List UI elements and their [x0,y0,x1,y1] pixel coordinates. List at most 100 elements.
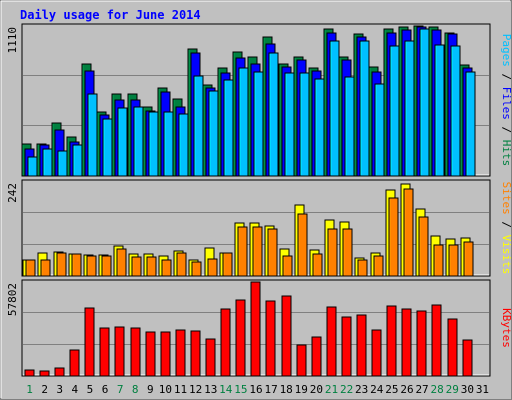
mid-bar-sites-day-9 [146,256,157,277]
x-tick-label-day-15: 15 [234,383,247,396]
mid-bar-sites-day-27 [418,216,429,277]
bot-bar-kbytes-day-13 [205,338,216,377]
x-tick-label-day-16: 16 [249,383,262,396]
mid-bar-sites-day-23 [357,259,368,277]
mid-legend-part-2: Visits [500,235,512,275]
mid-max-label: 242 [6,183,19,203]
mid-bar-sites-day-24 [373,255,384,277]
mid-bar-sites-day-17 [267,228,278,277]
bot-bar-kbytes-day-11 [175,329,186,377]
mid-bar-sites-day-16 [252,226,263,277]
bot-bar-kbytes-day-2 [39,370,50,377]
bot-legend-part-0: KBytes [500,308,512,348]
bot-bar-kbytes-day-6 [99,327,110,377]
x-axis-labels: 1 2 3 4 5 6 7 8 9 10 11 12 13 14 15 16 17 18 19 20 21 22 23 24 2… [26,383,489,396]
x-tick-label-day-22: 22 [340,383,353,396]
bot-bar-kbytes-day-15 [235,299,246,377]
x-tick-label-day-10: 10 [159,383,172,396]
bot-legend-label: KBytes [500,308,512,348]
top-legend-part-0: Pages [500,34,512,67]
top-bar-pages-day-7 [117,107,128,177]
x-tick-label-day-23: 23 [355,383,368,396]
x-tick-label-day-26: 26 [400,383,413,396]
bot-bar-kbytes-day-7 [114,326,125,377]
x-tick-label-day-20: 20 [310,383,323,396]
mid-legend-part-1: / [500,215,512,235]
x-tick-label-day-13: 13 [204,383,217,396]
bot-bar-kbytes-day-28 [431,304,442,377]
x-tick-label-day-21: 21 [325,383,338,396]
top-legend-part-1: / [500,67,512,87]
x-tick-label-day-31: 31 [476,383,489,396]
mid-legend-label: Sites / Visits [500,182,512,275]
bot-bar-kbytes-day-18 [281,295,292,377]
mid-bar-sites-day-6 [101,255,112,277]
mid-bar-sites-day-11 [176,252,187,277]
bot-bar-kbytes-day-22 [341,316,352,377]
x-tick-label-day-24: 24 [370,383,384,396]
bot-bar-kbytes-day-1 [24,369,35,377]
bot-panel: 57802 KBytes [6,279,512,377]
x-tick-label-day-28: 28 [431,383,444,396]
mid-bar-sites-day-29 [448,244,459,277]
bot-bar-kbytes-day-30 [462,339,473,377]
mid-legend-part-0: Sites [500,182,512,215]
x-tick-label-day-14: 14 [219,383,233,396]
bot-bar-kbytes-day-19 [296,344,307,377]
x-tick-label-day-29: 29 [446,383,459,396]
bot-bar-kbytes-day-5 [84,307,95,377]
top-bar-pages-day-30 [465,71,476,177]
x-tick-label-day-7: 7 [117,383,124,396]
mid-bar-sites-day-28 [433,244,444,277]
chart-title: Daily usage for June 2014 [20,8,201,22]
x-tick-label-day-11: 11 [174,383,187,396]
bot-bar-kbytes-day-10 [160,331,171,377]
chart-panels: 1110 Pages / Files / Hits 242 Sites / Visit… [6,23,512,377]
mid-bar-sites-day-21 [327,228,338,277]
x-tick-label-day-4: 4 [72,383,79,396]
bot-bar-kbytes-day-29 [447,318,458,377]
x-tick-label-day-5: 5 [87,383,94,396]
top-legend-part-2: Files [500,87,512,120]
x-tick-label-day-8: 8 [132,383,139,396]
bot-bar-kbytes-day-3 [54,367,65,377]
mid-bar-sites-day-14 [222,252,233,277]
mid-bar-sites-day-20 [312,253,323,277]
top-bar-pages-day-17 [268,52,279,177]
bot-bar-kbytes-day-12 [190,330,201,377]
x-tick-label-day-9: 9 [147,383,154,396]
x-tick-label-day-12: 12 [189,383,202,396]
top-panel: 1110 Pages / Files / Hits [6,23,512,177]
mid-bar-sites-day-3 [56,252,67,277]
top-legend-label: Pages / Files / Hits [500,34,512,167]
mid-bar-sites-day-15 [237,226,248,277]
x-tick-label-day-2: 2 [41,383,48,396]
x-tick-label-day-17: 17 [264,383,277,396]
bot-bar-kbytes-day-26 [401,308,412,377]
mid-bar-sites-day-19 [297,213,308,277]
top-max-label: 1110 [6,27,19,54]
bot-bar-kbytes-day-27 [416,310,427,377]
mid-bar-sites-day-8 [131,256,142,277]
x-tick-label-day-18: 18 [280,383,293,396]
bot-bar-kbytes-day-20 [311,336,322,377]
bot-bar-kbytes-day-4 [69,349,80,377]
top-legend-part-3: / [500,120,512,140]
bot-bar-kbytes-day-21 [326,306,337,377]
x-tick-label-day-1: 1 [26,383,33,396]
mid-bar-sites-day-22 [342,228,353,277]
mid-bar-sites-day-1 [25,259,36,277]
mid-bar-sites-day-10 [161,259,172,277]
x-tick-label-day-30: 30 [461,383,474,396]
mid-bar-sites-day-13 [207,258,218,277]
mid-bar-sites-day-4 [71,253,82,277]
bot-bar-kbytes-day-9 [145,331,156,377]
x-tick-label-day-25: 25 [385,383,398,396]
mid-bar-sites-day-25 [388,197,399,277]
x-tick-label-day-6: 6 [102,383,109,396]
mid-bar-sites-day-5 [86,255,97,277]
bot-bar-kbytes-day-23 [356,314,367,377]
mid-bar-sites-day-12 [191,261,202,277]
mid-bar-sites-day-30 [463,241,474,277]
